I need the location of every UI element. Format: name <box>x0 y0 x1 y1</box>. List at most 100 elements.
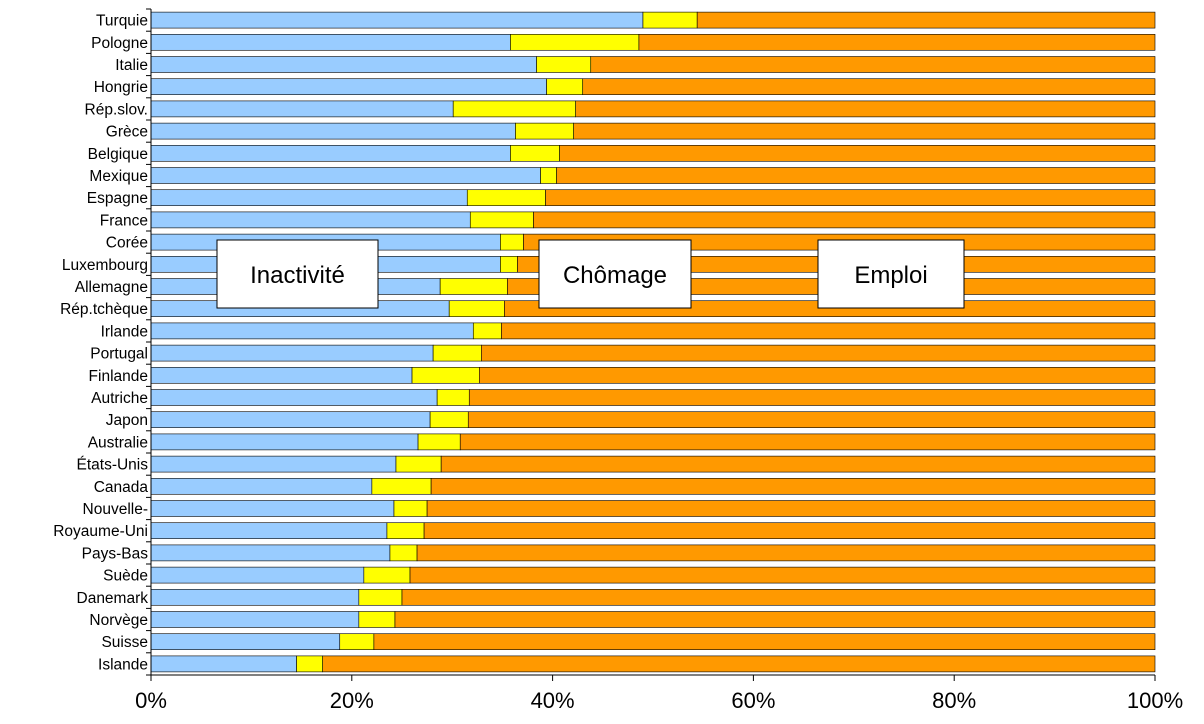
bar-segment-chomage <box>500 256 518 273</box>
bar-segment-emploi <box>440 455 1156 473</box>
category-label: Pologne <box>91 35 148 52</box>
bar-segment-emploi <box>590 56 1156 73</box>
category-label: Royaume-Uni <box>53 523 148 540</box>
bar-segment-inactivite <box>150 544 391 562</box>
legend-label: Chômage <box>563 262 667 289</box>
bar-segment-emploi <box>575 100 1156 118</box>
bar-segment-inactivite <box>150 522 388 539</box>
bar-segment-emploi <box>423 522 1156 539</box>
bar-segment-emploi <box>467 411 1156 428</box>
bar-segment-chomage <box>500 233 524 251</box>
bar-segment-chomage <box>642 11 698 29</box>
bar-segment-emploi <box>373 633 1156 650</box>
bar-segment-emploi <box>696 11 1156 29</box>
bar-segment-chomage <box>432 344 482 362</box>
bar-segment-chomage <box>429 411 469 428</box>
legend-box <box>817 239 965 309</box>
category-label: Autriche <box>91 390 148 407</box>
bar-segment-chomage <box>358 611 396 628</box>
bar-segment-chomage <box>371 478 432 495</box>
bar-segment-inactivite <box>150 34 511 51</box>
category-label: Suède <box>103 568 148 585</box>
bar-segment-emploi <box>479 367 1156 384</box>
bar-segment-inactivite <box>150 122 516 140</box>
bar-segment-chomage <box>466 189 546 206</box>
bar-segment-inactivite <box>150 655 297 673</box>
bar-segment-chomage <box>417 433 461 451</box>
bar-segment-emploi <box>545 189 1156 206</box>
category-label: Australie <box>88 434 148 451</box>
bar-segment-chomage <box>472 322 502 340</box>
category-label: Hongrie <box>94 79 148 96</box>
bar-segment-emploi <box>481 344 1156 362</box>
bar-segment-inactivite <box>150 367 413 384</box>
bar-segment-chomage <box>296 655 323 673</box>
bar-segment-chomage <box>510 145 560 162</box>
bars-layer <box>150 11 1156 673</box>
bar-segment-chomage <box>452 100 576 118</box>
category-label: Norvège <box>89 612 148 629</box>
category-label: Italie <box>115 57 148 74</box>
category-label: Turquie <box>96 13 148 30</box>
bar-segment-inactivite <box>150 389 438 406</box>
legend: Inactivité Chômage Emploi <box>216 239 965 309</box>
category-label: Irlande <box>101 323 148 340</box>
bar-segment-emploi <box>556 167 1156 184</box>
bar-segment-inactivite <box>150 145 511 162</box>
bar-segment-chomage <box>536 56 592 73</box>
bar-segment-emploi <box>401 589 1156 606</box>
legend-chomage: Chômage <box>538 239 692 309</box>
bar-segment-chomage <box>469 211 534 229</box>
bar-segment-chomage <box>510 34 640 51</box>
x-tick-label: 100% <box>1127 688 1183 713</box>
bar-segment-inactivite <box>150 500 395 517</box>
bar-segment-inactivite <box>150 589 360 606</box>
x-tick-label: 0% <box>135 688 167 713</box>
bar-segment-inactivite <box>150 167 541 184</box>
bar-segment-emploi <box>409 566 1156 584</box>
bar-segment-emploi <box>322 655 1156 673</box>
x-axis: 0% 20% 40% 60% 80% 100% <box>135 8 1183 713</box>
category-label: Japon <box>106 412 148 429</box>
bar-segment-chomage <box>439 278 508 295</box>
bar-segment-chomage <box>358 589 403 606</box>
category-label: Portugal <box>90 346 148 363</box>
bar-segment-emploi <box>394 611 1156 628</box>
category-label: France <box>100 212 148 229</box>
bar-segment-chomage <box>448 300 505 317</box>
category-label: Rép.tchèque <box>60 301 148 318</box>
category-label: Espagne <box>87 190 148 207</box>
category-label: Nouvelle- <box>83 501 148 518</box>
bar-segment-inactivite <box>150 566 365 584</box>
bar-segment-inactivite <box>150 100 454 118</box>
bar-segment-inactivite <box>150 322 474 340</box>
bar-segment-emploi <box>501 322 1156 340</box>
bar-segment-emploi <box>573 122 1156 140</box>
bar-segment-inactivite <box>150 11 644 29</box>
legend-box <box>538 239 692 309</box>
bar-segment-inactivite <box>150 411 431 428</box>
bar-segment-emploi <box>459 433 1156 451</box>
legend-inactivite: Inactivité <box>216 239 379 309</box>
x-tick-label: 40% <box>531 688 575 713</box>
legend-box <box>216 239 379 309</box>
legend-label: Emploi <box>854 262 927 289</box>
bar-segment-emploi <box>468 389 1156 406</box>
category-label: Canada <box>94 479 149 496</box>
bar-segment-chomage <box>515 122 574 140</box>
bar-segment-emploi <box>416 544 1156 562</box>
bar-segment-inactivite <box>150 211 471 229</box>
legend-emploi: Emploi <box>817 239 965 309</box>
bar-segment-chomage <box>395 455 442 473</box>
bar-segment-inactivite <box>150 611 360 628</box>
x-tick-label: 20% <box>330 688 374 713</box>
bar-segment-inactivite <box>150 344 434 362</box>
bar-segment-chomage <box>546 78 584 95</box>
bar-segment-chomage <box>386 522 425 539</box>
bar-segment-chomage <box>540 167 557 184</box>
category-label: Pays-Bas <box>82 545 149 562</box>
bar-segment-inactivite <box>150 455 397 473</box>
bar-segment-inactivite <box>150 478 373 495</box>
x-tick-label: 60% <box>731 688 775 713</box>
category-label: Grèce <box>106 124 148 141</box>
